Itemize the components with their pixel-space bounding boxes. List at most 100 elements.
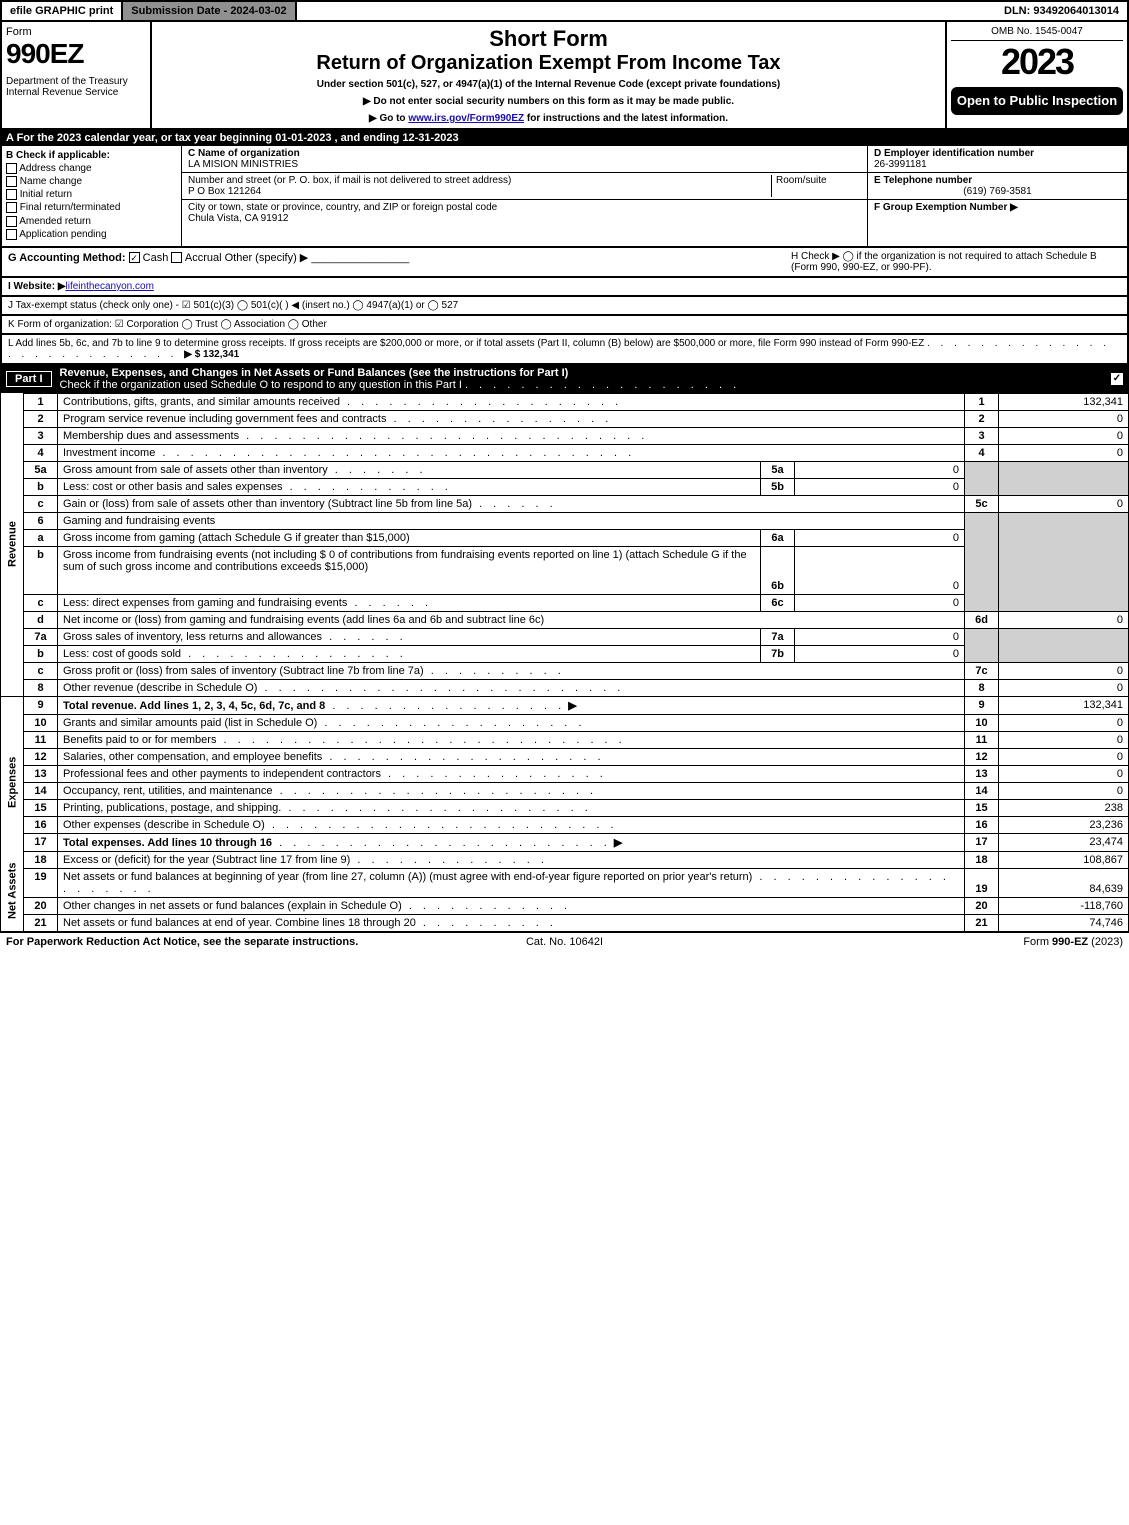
line-5c-desc: Gain or (loss) from sale of assets other… [58,495,965,512]
line-15-rnum: 15 [965,799,999,816]
open-public-badge: Open to Public Inspection [951,87,1123,115]
line-9-desc: Total revenue. Add lines 1, 2, 3, 4, 5c,… [58,696,965,714]
line-21-value: 74,746 [999,914,1129,931]
line-7b-num: b [24,645,58,662]
line-2-num: 2 [24,410,58,427]
group-exemption-label: F Group Exemption Number ▶ [874,202,1018,213]
line-1-num: 1 [24,393,58,410]
line-13-desc: Professional fees and other payments to … [58,765,965,782]
part1-table: Revenue 1 Contributions, gifts, grants, … [0,393,1129,932]
expenses-side-label: Expenses [1,714,24,851]
revenue-side-label: Revenue [1,393,24,696]
line-7c-rnum: 7c [965,662,999,679]
line-3-rnum: 3 [965,427,999,444]
line-5c-rnum: 5c [965,495,999,512]
note-link: ▶ Go to www.irs.gov/Form990EZ for instru… [156,113,941,124]
line-20-num: 20 [24,897,58,914]
line-6a-desc: Gross income from gaming (attach Schedul… [58,529,761,546]
check-initial-return[interactable]: Initial return [6,189,177,200]
row-l-amount: ▶ $ 132,341 [184,349,239,360]
check-final-return[interactable]: Final return/terminated [6,202,177,213]
line-13-rnum: 13 [965,765,999,782]
check-amended-return[interactable]: Amended return [6,216,177,227]
line-21-num: 21 [24,914,58,931]
org-name-value: LA MISION MINISTRIES [188,159,298,170]
line-9-num: 9 [24,696,58,714]
check-cash[interactable]: ✓ [129,252,140,263]
line-5c-num: c [24,495,58,512]
line-19-rnum: 19 [965,868,999,897]
line-5a-subval: 0 [795,461,965,478]
irs-link[interactable]: www.irs.gov/Form990EZ [408,113,524,124]
row-g-h: G Accounting Method: ✓ Cash Accrual Othe… [0,248,1129,278]
line-6b-subval: 0 [795,546,965,594]
line-7a-desc: Gross sales of inventory, less returns a… [58,628,761,645]
line-16-value: 23,236 [999,816,1129,833]
line-19-desc: Net assets or fund balances at beginning… [58,868,965,897]
telephone-cell: E Telephone number (619) 769-3581 [868,173,1127,200]
line-6a-subnum: 6a [761,529,795,546]
check-accrual[interactable] [171,252,182,263]
line-6d-desc: Net income or (loss) from gaming and fun… [58,611,965,628]
city-cell: City or town, state or province, country… [182,200,867,246]
line-6b-desc: Gross income from fundraising events (no… [58,546,761,594]
line-7a-subval: 0 [795,628,965,645]
line-5b-subval: 0 [795,478,965,495]
col-b-checkboxes: B Check if applicable: Address change Na… [2,146,182,246]
row-k-org-form: K Form of organization: ☑ Corporation ◯ … [0,316,1129,335]
line-3-value: 0 [999,427,1129,444]
line-2-desc: Program service revenue including govern… [58,410,965,427]
website-link[interactable]: lifeinthecanyon.com [66,281,154,292]
line-19-value: 84,639 [999,868,1129,897]
line-6c-num: c [24,594,58,611]
row-l-gross-receipts: L Add lines 5b, 6c, and 7b to line 9 to … [0,335,1129,365]
line-13-num: 13 [24,765,58,782]
check-address-change[interactable]: Address change [6,163,177,174]
line-4-num: 4 [24,444,58,461]
part1-tag: Part I [6,371,52,387]
address-label: Number and street (or P. O. box, if mail… [188,175,511,186]
form-number: 990EZ [6,38,146,70]
efile-label[interactable]: efile GRAPHIC print [2,2,123,20]
line-11-desc: Benefits paid to or for members . . . . … [58,731,965,748]
line-12-value: 0 [999,748,1129,765]
line-10-rnum: 10 [965,714,999,731]
line-6d-num: d [24,611,58,628]
line-6-grey [965,512,999,611]
line-2-rnum: 2 [965,410,999,427]
line-6-desc: Gaming and fundraising events [58,512,965,529]
part1-checkbox[interactable]: ✓ [1111,373,1123,385]
footer-right: Form 990-EZ (2023) [751,936,1123,948]
city-label: City or town, state or province, country… [188,202,497,213]
line-7b-subval: 0 [795,645,965,662]
line-6c-subval: 0 [795,594,965,611]
row-l-text: L Add lines 5b, 6c, and 7b to line 9 to … [8,338,924,349]
line-9-value: 132,341 [999,696,1129,714]
line-7ab-grey-val [999,628,1129,662]
line-7c-desc: Gross profit or (loss) from sales of inv… [58,662,965,679]
line-14-desc: Occupancy, rent, utilities, and maintena… [58,782,965,799]
h-schedule-b: H Check ▶ ◯ if the organization is not r… [791,251,1121,273]
line-7c-num: c [24,662,58,679]
tax-year: 2023 [951,41,1123,83]
line-5c-value: 0 [999,495,1129,512]
line-17-desc: Total expenses. Add lines 10 through 16 … [58,833,965,851]
line-18-num: 18 [24,851,58,868]
check-name-change[interactable]: Name change [6,176,177,187]
line-8-value: 0 [999,679,1129,696]
line-12-desc: Salaries, other compensation, and employ… [58,748,965,765]
line-17-rnum: 17 [965,833,999,851]
address-cell: Number and street (or P. O. box, if mail… [182,173,867,200]
line-14-value: 0 [999,782,1129,799]
row-a-period: A For the 2023 calendar year, or tax yea… [0,130,1129,146]
header-left: Form 990EZ Department of the Treasury In… [2,22,152,128]
line-5a-desc: Gross amount from sale of assets other t… [58,461,761,478]
note-ssn: ▶ Do not enter social security numbers o… [156,96,941,107]
rev-bottom-pad [1,696,24,714]
line-12-num: 12 [24,748,58,765]
line-4-rnum: 4 [965,444,999,461]
check-application-pending[interactable]: Application pending [6,229,177,240]
line-5a-num: 5a [24,461,58,478]
line-11-num: 11 [24,731,58,748]
line-7ab-grey [965,628,999,662]
